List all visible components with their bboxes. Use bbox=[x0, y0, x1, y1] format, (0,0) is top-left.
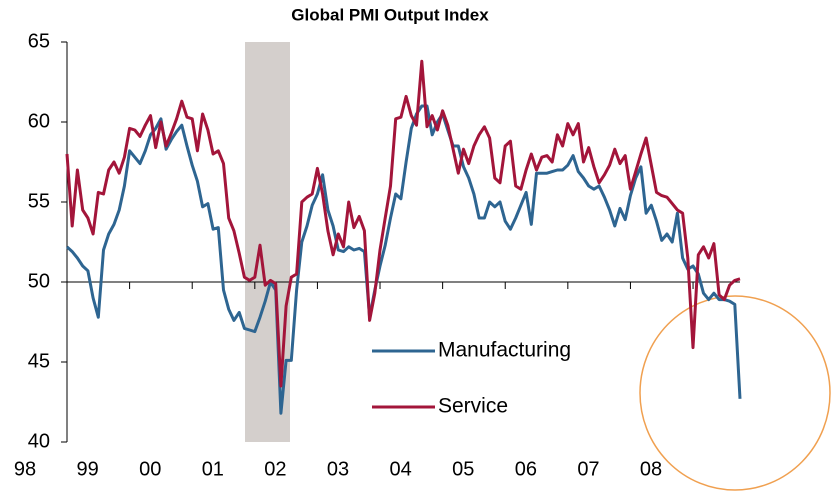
x-tick-label: 03 bbox=[327, 458, 349, 480]
y-tick-label: 65 bbox=[28, 30, 50, 52]
y-tick-label: 45 bbox=[28, 350, 50, 372]
series-line bbox=[65, 59, 741, 388]
x-tick-label: 06 bbox=[515, 458, 537, 480]
y-tick-label: 60 bbox=[28, 110, 50, 132]
y-tick-label: 40 bbox=[28, 430, 50, 452]
x-tick-label: 00 bbox=[139, 458, 161, 480]
chart-title: Global PMI Output Index bbox=[291, 5, 489, 24]
x-tick-label: 99 bbox=[76, 458, 98, 480]
x-tick-label: 04 bbox=[390, 458, 412, 480]
y-tick-label: 50 bbox=[28, 270, 50, 292]
legend-label: Manufacturing bbox=[438, 339, 571, 362]
series-line bbox=[65, 104, 742, 415]
x-tick-label: 01 bbox=[202, 458, 224, 480]
x-tick-label: 07 bbox=[577, 458, 599, 480]
x-tick-label: 98 bbox=[14, 458, 36, 480]
y-tick-label: 55 bbox=[28, 190, 50, 212]
legend-label: Service bbox=[438, 395, 508, 418]
x-tick-label: 05 bbox=[452, 458, 474, 480]
highlight-circle bbox=[639, 295, 831, 491]
x-tick-label: 08 bbox=[640, 458, 662, 480]
x-tick-label: 02 bbox=[264, 458, 286, 480]
